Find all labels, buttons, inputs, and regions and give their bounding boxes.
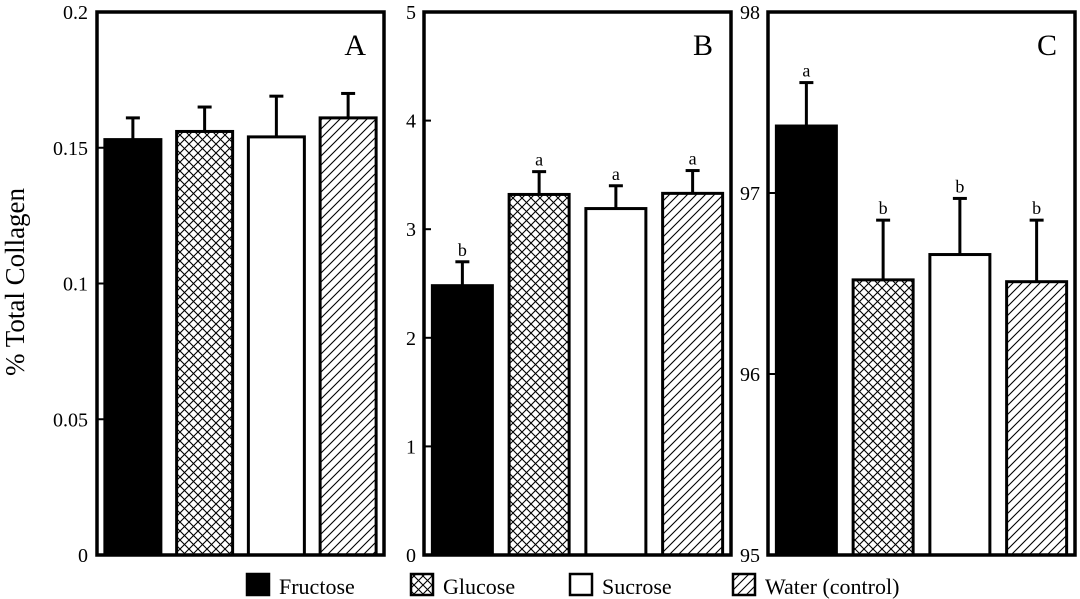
bar-glucose [851,278,915,557]
bar-fructose [774,124,838,557]
panel-label: B [693,29,713,62]
legend: Fructose Glucose Sucrose Water (control) [245,572,899,599]
legend-swatch [245,572,271,597]
panel-b: b a a a 0 1 2 3 4 5 B [406,2,733,567]
legend-item: Glucose [409,572,515,599]
y-tick-label: 98 [740,2,760,24]
y-tick-label: 96 [740,364,760,386]
chart-panels: 0 0.05 0.1 0.15 0.2 Ab a a a 0 1 2 3 4 5 Ba b b b 95 96 97 98 C [53,2,1077,567]
y-tick-label: 97 [740,183,760,205]
plot-frame [422,10,733,557]
legend-swatch [568,572,594,597]
y-tick-label: 5 [406,2,416,24]
y-tick-label: 2 [406,328,416,350]
legend-label: Fructose [279,574,355,599]
y-tick-label: 0.2 [63,2,88,24]
bar-fructose [103,138,163,557]
y-tick-label: 3 [406,219,416,241]
panel-label: C [1037,29,1057,62]
significance-label: b [458,240,467,260]
bar-fructose [430,284,494,557]
y-tick-label: 0.15 [53,138,88,160]
significance-label: a [612,164,620,184]
bar-water-control [661,191,725,557]
legend-label: Water (control) [765,574,899,599]
bar-glucose [507,192,571,557]
bar-sucrose [246,135,306,557]
plot-frame [766,10,1077,557]
y-tick-label: 0 [78,545,88,567]
bar-glucose [175,129,235,557]
significance-label: a [689,149,697,169]
significance-label: a [535,150,543,170]
legend-item: Sucrose [568,572,672,599]
legend-label: Sucrose [602,574,672,599]
significance-label: b [879,198,888,218]
panel-c: a b b b 95 96 97 98 C [740,2,1077,567]
legend-item: Water (control) [731,572,899,599]
bar-water-control [1005,280,1069,557]
panel-a: 0 0.05 0.1 0.15 0.2 A [53,2,386,567]
bar-water-control [318,116,378,557]
significance-label: b [955,176,964,196]
legend-label: Glucose [443,574,515,599]
y-tick-label: 0.1 [63,274,88,296]
y-tick-label: 1 [406,436,416,458]
y-axis-label: % Total Collagen [0,187,30,376]
legend-swatch [731,572,757,597]
significance-label: b [1032,198,1041,218]
legend-item: Fructose [245,572,355,599]
panel-label: A [344,29,366,62]
y-tick-label: 95 [740,545,760,567]
bar-sucrose [928,253,992,557]
y-tick-label: 0.05 [53,409,88,431]
significance-label: a [802,61,810,81]
bar-sucrose [584,207,648,557]
y-tick-label: 4 [406,111,416,133]
y-tick-label: 0 [406,545,416,567]
legend-swatch [409,572,435,597]
